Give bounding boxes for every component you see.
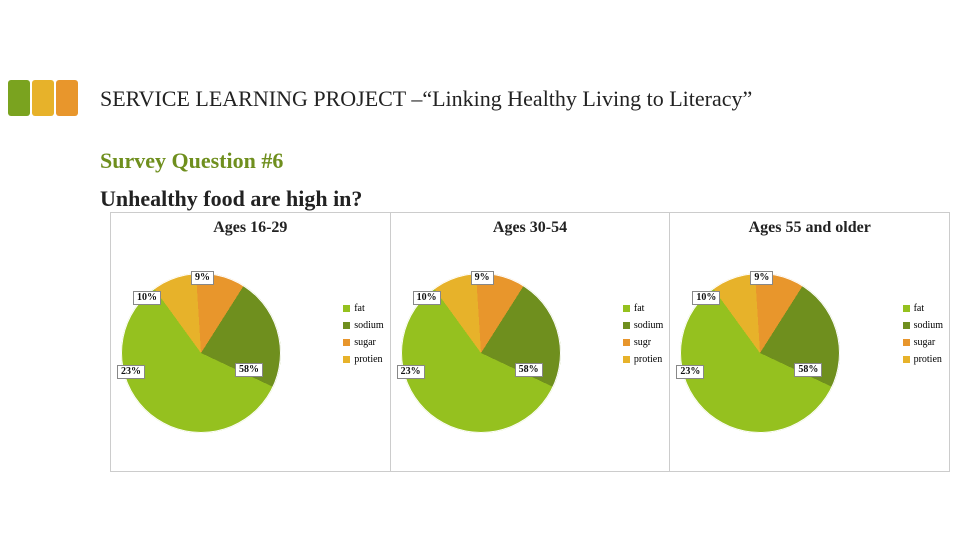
pie-chart: 9%10%23%58% xyxy=(680,273,840,433)
legend: fat sodium sugar protien xyxy=(343,303,383,371)
legend-swatch xyxy=(343,356,350,363)
legend-item: fat xyxy=(343,303,383,314)
legend-swatch xyxy=(343,339,350,346)
legend-label: sugar xyxy=(914,337,936,348)
chart-title: Ages 30-54 xyxy=(391,219,670,237)
logo-block-1 xyxy=(8,80,30,116)
legend-swatch xyxy=(903,339,910,346)
subtitle-1: Survey Question #6 xyxy=(100,148,283,174)
slide: SERVICE LEARNING PROJECT –“Linking Healt… xyxy=(0,0,960,540)
legend-swatch xyxy=(623,322,630,329)
chart-panel: Ages 55 and older 9% 10% 23% 58% fat sodium sug… xyxy=(669,213,949,471)
legend-swatch xyxy=(903,356,910,363)
legend-item: sugar xyxy=(903,337,943,348)
data-label: 9% xyxy=(750,271,773,285)
legend-label: protien xyxy=(634,354,662,365)
logo-block-3 xyxy=(56,80,78,116)
data-label: 23% xyxy=(397,365,425,379)
data-label: 9% xyxy=(471,271,494,285)
legend-swatch xyxy=(623,339,630,346)
legend-swatch xyxy=(343,305,350,312)
logo xyxy=(8,80,78,116)
legend-label: protien xyxy=(914,354,942,365)
data-label: 9% xyxy=(191,271,214,285)
chart-panel: Ages 16-29 9% 10% 23% 58% fat sodium sugar proti… xyxy=(111,213,390,471)
legend-swatch xyxy=(623,305,630,312)
legend-label: fat xyxy=(354,303,365,314)
legend-label: sodium xyxy=(354,320,383,331)
data-label: 58% xyxy=(235,363,263,377)
legend-item: sodium xyxy=(623,320,663,331)
chart-panel: Ages 30-54 9% 10% 23% 58% fat sodium sugr protie… xyxy=(390,213,670,471)
legend-item: protien xyxy=(343,354,383,365)
charts-row: Ages 16-29 9% 10% 23% 58% fat sodium sugar proti… xyxy=(110,212,950,472)
legend-label: sodium xyxy=(914,320,943,331)
legend-label: fat xyxy=(914,303,925,314)
legend-item: sugar xyxy=(343,337,383,348)
legend: fat sodium sugr protien xyxy=(623,303,663,371)
pie-chart: 9%10%23%58% xyxy=(121,273,281,433)
data-label: 23% xyxy=(676,365,704,379)
legend-label: fat xyxy=(634,303,645,314)
page-title: SERVICE LEARNING PROJECT –“Linking Healt… xyxy=(100,86,752,112)
legend-label: sodium xyxy=(634,320,663,331)
legend-item: sodium xyxy=(343,320,383,331)
data-label: 58% xyxy=(794,363,822,377)
legend-item: fat xyxy=(903,303,943,314)
legend-swatch xyxy=(903,305,910,312)
legend-label: sugr xyxy=(634,337,651,348)
legend-item: protien xyxy=(903,354,943,365)
legend-item: sodium xyxy=(903,320,943,331)
pie-chart: 9%10%23%58% xyxy=(401,273,561,433)
legend-swatch xyxy=(903,322,910,329)
legend-item: protien xyxy=(623,354,663,365)
data-label: 58% xyxy=(515,363,543,377)
legend-item: sugr xyxy=(623,337,663,348)
legend: fat sodium sugar protien xyxy=(903,303,943,371)
chart-title: Ages 16-29 xyxy=(111,219,390,237)
subtitle-2: Unhealthy food are high in? xyxy=(100,186,362,212)
data-label: 10% xyxy=(413,291,441,305)
legend-swatch xyxy=(343,322,350,329)
chart-title: Ages 55 and older xyxy=(670,219,949,237)
legend-swatch xyxy=(623,356,630,363)
legend-item: fat xyxy=(623,303,663,314)
data-label: 10% xyxy=(133,291,161,305)
legend-label: sugar xyxy=(354,337,376,348)
logo-block-2 xyxy=(32,80,54,116)
legend-label: protien xyxy=(354,354,382,365)
data-label: 10% xyxy=(692,291,720,305)
data-label: 23% xyxy=(117,365,145,379)
